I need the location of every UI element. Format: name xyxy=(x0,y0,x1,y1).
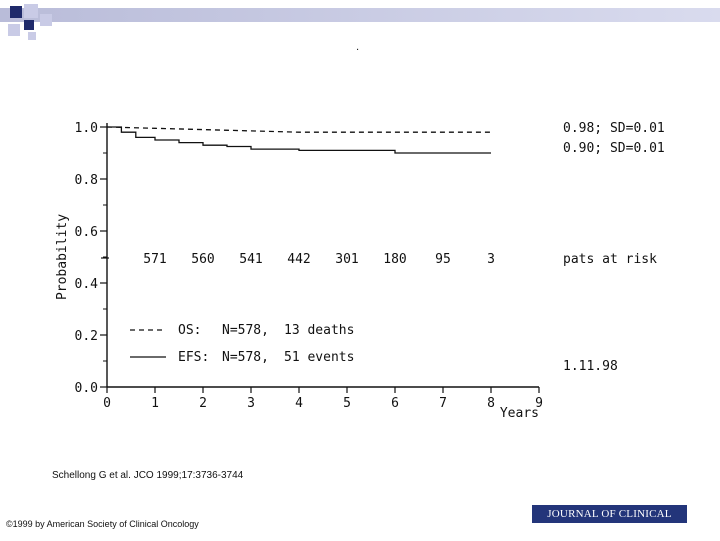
x-tick-label: 0 xyxy=(103,396,111,411)
x-axis-label: Years xyxy=(500,406,539,421)
at-risk-value: 541 xyxy=(239,252,262,267)
y-tick-label: 0.4 xyxy=(75,277,99,292)
x-tick-label: 9 xyxy=(535,396,543,411)
copyright: ©1999 by American Society of Clinical On… xyxy=(6,519,199,529)
x-tick-label: 5 xyxy=(343,396,351,411)
header-bar xyxy=(0,8,720,22)
series-line-os xyxy=(106,126,491,133)
legend-n: N=578, xyxy=(222,350,269,365)
citation: Schellong G et al. JCO 1999;17:3736-3744 xyxy=(52,470,244,481)
y-tick-label: 0.8 xyxy=(75,173,98,188)
chart-axes xyxy=(106,123,539,388)
legend-series-label: OS: xyxy=(178,323,201,338)
x-tick-label: 6 xyxy=(391,396,399,411)
y-axis-label: Probability xyxy=(55,214,70,300)
legend-detail: 13 deaths xyxy=(284,323,354,338)
x-tick-label: 2 xyxy=(199,396,207,411)
at-risk-value: 301 xyxy=(335,252,358,267)
at-risk-value: 3 xyxy=(487,252,495,267)
chart-ticks: 0.0 0.2 0.4 0.6 0.8 1.0 0 1 2 3 4 5 6 7 8 9 xyxy=(75,121,543,411)
x-tick-label: 8 xyxy=(487,396,495,411)
journal-logo: JOURNAL OF CLINICAL ONCOLOGY xyxy=(532,505,687,538)
deco-square xyxy=(40,14,52,26)
y-tick-label: 0.6 xyxy=(75,225,98,240)
at-risk-value: 442 xyxy=(287,252,310,267)
legend-detail: 51 events xyxy=(284,350,354,365)
legend-n: N=578, xyxy=(222,323,269,338)
x-tick-label: 1 xyxy=(151,396,159,411)
series-end-label-efs: 0.90; SD=0.01 xyxy=(563,141,665,156)
deco-square xyxy=(24,4,38,18)
deco-square xyxy=(28,32,36,40)
at-risk-label: pats at risk xyxy=(563,252,657,267)
series-line-efs xyxy=(107,126,491,154)
y-tick-label: 0.2 xyxy=(75,329,98,344)
x-tick-label: 3 xyxy=(247,396,255,411)
chart-labels: Years Probability 0.98; SD=0.01 0.90; SD=0.… xyxy=(55,121,665,421)
stray-dot: . xyxy=(356,42,360,53)
series-end-label-os: 0.98; SD=0.01 xyxy=(563,121,665,136)
at-risk-value: 560 xyxy=(191,252,214,267)
x-tick-label: 7 xyxy=(439,396,447,411)
y-tick-label: 1.0 xyxy=(75,121,98,136)
y-tick-label: 0.0 xyxy=(75,381,98,396)
x-tick-label: 4 xyxy=(295,396,303,411)
at-risk-value: 95 xyxy=(435,252,451,267)
deco-square xyxy=(24,20,34,30)
chart-lines xyxy=(106,126,491,154)
deco-square xyxy=(8,24,20,36)
date-label: 1.11.98 xyxy=(563,359,618,374)
at-risk-value: 180 xyxy=(383,252,406,267)
at-risk-value: 571 xyxy=(143,252,166,267)
legend-series-label: EFS: xyxy=(178,350,209,365)
deco-square xyxy=(10,6,22,18)
